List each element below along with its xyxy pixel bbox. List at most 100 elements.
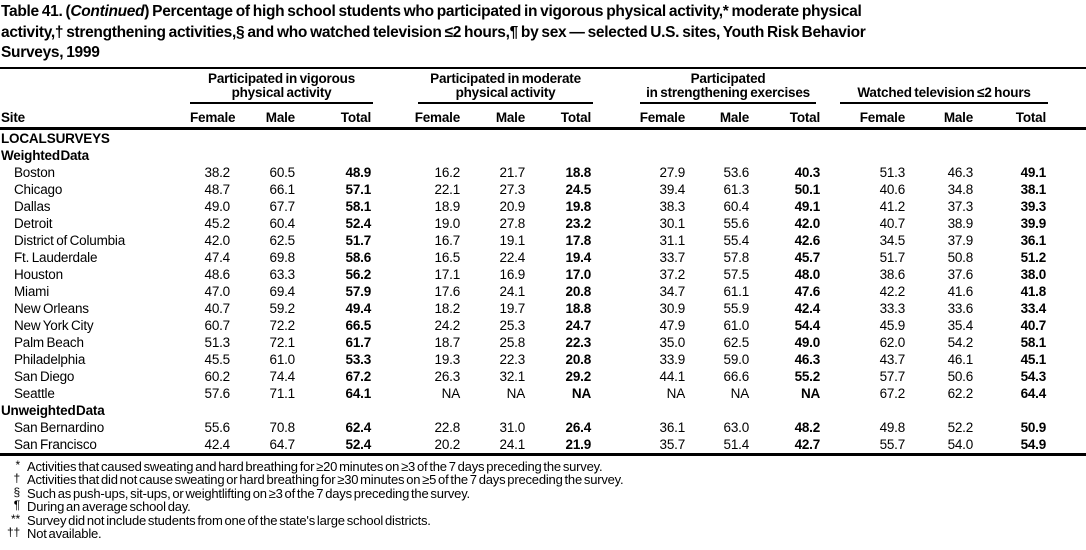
value-cell: 24.1	[499, 436, 526, 452]
row-fill	[1048, 300, 1086, 317]
value-cell: 59.0	[723, 351, 750, 367]
value-cell: 50.8	[947, 249, 974, 265]
section-row: Weighted Data	[0, 147, 1086, 164]
site-cell: District of Columbia	[14, 232, 126, 248]
value-cell: 19.0	[434, 215, 461, 231]
value-cell: 25.8	[499, 334, 526, 350]
value-cell: 54.3	[1020, 368, 1047, 384]
value-cell: 57.1	[345, 181, 372, 197]
title-line-1: Table 41. (Continued) Percentage of high…	[1, 2, 1086, 23]
row-fill	[1048, 419, 1086, 436]
footnote: † Activities that did not cause sweating …	[0, 471, 1086, 487]
table-row: Chicago 48.7 66.1 57.1 22.1 27.3 24.5 39.4 61.3 5…	[0, 181, 1086, 198]
footnote: ¶ During an average school day.	[0, 498, 1086, 514]
value-cell: 51.7	[345, 232, 372, 248]
value-cell: 40.7	[879, 215, 906, 231]
value-cell: 18.8	[565, 164, 592, 180]
value-cell: 62.5	[269, 232, 296, 248]
title-continued-label: Continued	[70, 3, 145, 20]
value-cell: 24.2	[434, 317, 461, 333]
value-cell: 57.7	[879, 368, 906, 384]
value-cell: 27.8	[499, 215, 526, 231]
value-cell: 54.4	[794, 317, 821, 333]
value-cell: 34.5	[879, 232, 906, 248]
table-row: Boston 38.2 60.5 48.9 16.2 21.7 18.8 27.9 53.6 40…	[0, 164, 1086, 181]
value-cell: 48.9	[345, 164, 372, 180]
footnotes: * Activities that caused sweating and har…	[0, 456, 1086, 541]
value-cell: 63.0	[723, 419, 750, 435]
table-row: Dallas 49.0 67.7 58.1 18.9 20.9 19.8 38.3 60.4 49…	[0, 198, 1086, 215]
group-header-vigorous-activity: Participated in vigorous physical activit…	[190, 68, 374, 104]
table-title: Table 41. (Continued) Percentage of high…	[0, 0, 1086, 64]
site-cell: Detroit	[14, 215, 53, 231]
value-cell: 22.8	[434, 419, 461, 435]
value-cell: 57.6	[204, 385, 231, 401]
value-cell: 60.2	[204, 368, 231, 384]
site-cell: Chicago	[14, 181, 63, 197]
header-fill	[1048, 68, 1086, 104]
value-cell: 37.6	[947, 266, 974, 282]
table-row: Philadelphia 45.5 61.0 53.3 19.3 22.3 20.8 33.9…	[0, 351, 1086, 368]
group-label-line: Watched television ≤2 hours	[857, 84, 1031, 100]
value-cell: 31.1	[659, 232, 686, 248]
value-cell: 37.3	[947, 198, 974, 214]
table-row: San Bernardino 55.6 70.8 62.4 22.8 31.0 26.4 36…	[0, 419, 1086, 436]
value-cell: 16.9	[499, 266, 526, 282]
row-fill	[1048, 317, 1086, 334]
value-cell: 69.4	[269, 283, 296, 299]
value-cell: 67.7	[269, 198, 296, 214]
row-fill	[1048, 164, 1086, 181]
column-header-male: Male	[907, 103, 976, 130]
title-text: Table 41. (	[1, 3, 71, 20]
value-cell: 18.2	[434, 300, 461, 316]
value-cell: 41.2	[879, 198, 906, 214]
value-cell: 72.1	[269, 334, 296, 350]
value-cell: 62.2	[947, 385, 974, 401]
value-cell: 41.8	[1020, 283, 1047, 299]
row-fill	[1048, 232, 1086, 249]
site-cell: San Francisco	[14, 436, 97, 452]
value-cell: 29.2	[565, 368, 592, 384]
table-row: New York City 60.7 72.2 66.5 24.2 25.3 24.7 47.…	[0, 317, 1086, 334]
footnote-text: Activities that caused sweating and hard…	[27, 458, 603, 474]
footnote-marker: ¶	[13, 498, 20, 512]
value-cell: 40.6	[879, 181, 906, 197]
value-cell: 45.9	[879, 317, 906, 333]
value-cell: 61.3	[723, 181, 750, 197]
value-cell: 42.0	[794, 215, 821, 231]
value-cell: 38.0	[1020, 266, 1047, 282]
value-cell: 21.7	[499, 164, 526, 180]
value-cell: 18.7	[434, 334, 461, 350]
footnote: § Such as push-ups, sit-ups, or weightlif…	[0, 485, 1086, 501]
value-cell: 63.3	[269, 266, 296, 282]
value-cell: 21.9	[565, 436, 592, 452]
value-cell: 36.1	[1020, 232, 1047, 248]
table-row: San Francisco 42.4 64.7 52.4 20.2 24.1 21.9 35.…	[0, 436, 1086, 455]
value-cell: 57.8	[723, 249, 750, 265]
value-cell: 64.7	[269, 436, 296, 452]
value-cell: 66.6	[723, 368, 750, 384]
value-cell: 34.7	[659, 283, 686, 299]
row-fill	[1048, 266, 1086, 283]
value-cell: 61.1	[723, 283, 750, 299]
value-cell: 37.9	[947, 232, 974, 248]
value-cell: 62.4	[345, 419, 372, 435]
row-fill	[1048, 368, 1086, 385]
table-header: Participated in vigorous physical activit…	[0, 68, 1086, 130]
value-cell: 55.7	[879, 436, 906, 452]
site-cell: Philadelphia	[14, 351, 86, 367]
value-cell: 51.2	[1020, 249, 1047, 265]
column-header-male: Male	[462, 103, 528, 130]
group-label-line: physical activity	[455, 84, 556, 100]
title-text: ) Percentage of high school students who…	[144, 3, 862, 20]
value-cell: 64.1	[345, 385, 372, 401]
value-cell: 55.4	[723, 232, 750, 248]
value-cell: 67.2	[345, 368, 372, 384]
value-cell: 41.6	[947, 283, 974, 299]
value-cell: 45.2	[204, 215, 231, 231]
value-cell: 62.0	[879, 334, 906, 350]
value-cell: 17.6	[434, 283, 461, 299]
footnote: ** Survey did not include students from o…	[0, 512, 1086, 528]
value-cell: 46.3	[794, 351, 821, 367]
value-cell: 27.9	[659, 164, 686, 180]
